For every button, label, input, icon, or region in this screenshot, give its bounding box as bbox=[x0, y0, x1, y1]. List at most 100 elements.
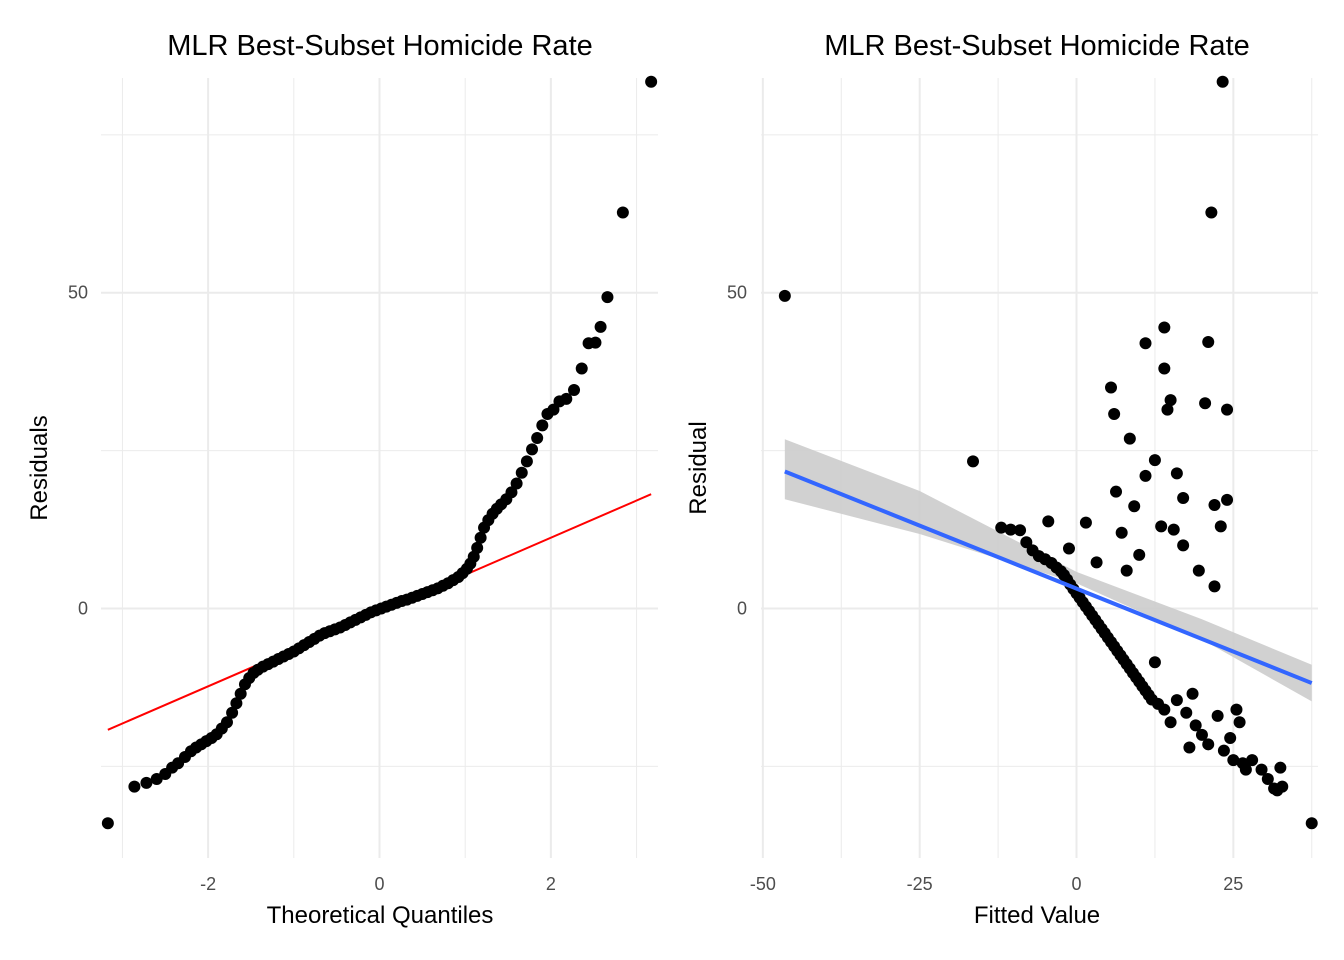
residual-plot-data-point bbox=[1217, 744, 1230, 757]
residual-plot-data-point bbox=[1177, 492, 1190, 504]
qq-plot-data-point bbox=[536, 419, 549, 432]
qq-plot-x-axis-label: Theoretical Quantiles bbox=[267, 902, 494, 929]
qq-plot-data-point bbox=[101, 817, 114, 830]
residual-plot-data-point bbox=[1186, 687, 1199, 700]
qq-plot-ticks: -2 0 2 0 50 bbox=[68, 283, 556, 894]
residual-plot-data-point bbox=[1208, 498, 1221, 511]
residual-plot-data-point bbox=[1202, 738, 1215, 751]
residual-plot-y-axis-label: Residual bbox=[685, 421, 712, 514]
residual-plot-data-point bbox=[778, 289, 791, 302]
residual-plot-band-layer bbox=[784, 439, 1312, 702]
residual-plot-data-point bbox=[1110, 485, 1123, 498]
residual-plot-data-point bbox=[1120, 564, 1133, 577]
residual-plot-data-point bbox=[1133, 548, 1146, 561]
qq-plot-panel: MLR Best-Subset Homicide Rate -2 0 2 0 50 Th… bbox=[26, 30, 658, 929]
residual-plot-confidence-band bbox=[784, 439, 1312, 702]
residual-plot-data-point bbox=[1221, 403, 1234, 416]
qq-plot-points bbox=[101, 75, 658, 830]
residual-plot-ticks: -50 -25 0 25 0 50 bbox=[727, 283, 1243, 894]
residual-plot-data-point bbox=[1211, 709, 1224, 722]
qq-plot-data-point bbox=[520, 455, 533, 468]
qq-plot-data-point bbox=[616, 206, 629, 219]
residual-plot-data-point bbox=[1180, 706, 1193, 719]
residual-plot-data-point bbox=[1042, 515, 1055, 528]
residual-plot-data-point bbox=[967, 455, 980, 468]
residual-plot-data-point bbox=[1170, 467, 1183, 480]
residual-plot-title: MLR Best-Subset Homicide Rate bbox=[824, 30, 1250, 62]
qq-plot-x-tick-label: 2 bbox=[546, 874, 556, 894]
qq-plot-y-tick-label: 50 bbox=[68, 283, 88, 303]
residual-plot-data-point bbox=[1139, 337, 1152, 350]
qq-plot-data-point bbox=[645, 75, 658, 88]
residual-plot-data-point bbox=[1183, 741, 1196, 754]
residual-plot-y-tick-label: 0 bbox=[737, 599, 747, 619]
residual-plot-data-point bbox=[1155, 520, 1168, 533]
residual-plot-data-point bbox=[1004, 523, 1017, 536]
residual-plot-data-point bbox=[1202, 336, 1215, 348]
residual-plot-data-point bbox=[1239, 763, 1252, 776]
residual-plot-data-point bbox=[1090, 556, 1103, 569]
residual-plot-x-tick-label: -25 bbox=[907, 874, 933, 894]
residual-plot-x-tick-label: 0 bbox=[1072, 874, 1082, 894]
qq-plot-data-point bbox=[510, 477, 523, 490]
qq-plot-data-point bbox=[594, 320, 607, 333]
residual-plot-data-point bbox=[1161, 403, 1174, 416]
qq-plot-data-point bbox=[589, 336, 602, 349]
residual-plot-y-tick-label: 50 bbox=[727, 283, 747, 303]
residual-plot-data-point bbox=[1189, 719, 1202, 732]
residual-plot-data-point bbox=[1276, 780, 1289, 793]
residual-plot-data-point bbox=[1158, 703, 1171, 716]
residual-plot-data-point bbox=[1123, 432, 1136, 445]
qq-plot-grid bbox=[101, 78, 658, 858]
residual-plot-data-point bbox=[1170, 694, 1183, 707]
qq-plot-title: MLR Best-Subset Homicide Rate bbox=[167, 30, 593, 62]
residual-plot-data-point bbox=[1305, 817, 1318, 830]
qq-plot-data-point bbox=[230, 697, 243, 710]
residual-plot-data-point bbox=[1216, 75, 1229, 88]
qq-plot-data-point bbox=[220, 716, 233, 729]
residual-plot-data-point bbox=[1167, 523, 1180, 536]
residual-plot-data-point bbox=[1214, 520, 1227, 533]
residual-plot-x-tick-label: 25 bbox=[1223, 874, 1243, 894]
qq-plot-data-point bbox=[547, 403, 560, 416]
residual-plot-data-point bbox=[1208, 580, 1221, 593]
residual-plot-data-point bbox=[1177, 539, 1190, 552]
residual-plot-fit-line bbox=[784, 469, 1313, 685]
residual-plot-data-point bbox=[1224, 732, 1237, 744]
residual-plot-points bbox=[778, 75, 1318, 830]
qq-plot-data-point bbox=[226, 706, 239, 719]
qq-plot-data-point bbox=[505, 486, 518, 499]
qq-plot-x-tick-label: 0 bbox=[374, 874, 384, 894]
qq-plot-data-point bbox=[140, 776, 153, 789]
qq-plot-data-point bbox=[568, 384, 581, 396]
qq-plot-data-point bbox=[515, 466, 528, 479]
residual-plot-data-point bbox=[1164, 394, 1177, 407]
residual-plot-data-point bbox=[1115, 526, 1128, 539]
residual-plot-data-point bbox=[1014, 524, 1027, 537]
residual-plot-data-point bbox=[1192, 564, 1205, 577]
residual-plot-x-axis-label: Fitted Value bbox=[974, 902, 1100, 929]
qq-plot-data-point bbox=[526, 443, 539, 456]
residual-plot-data-point bbox=[1139, 469, 1152, 482]
residual-plot-data-point bbox=[1158, 362, 1171, 375]
qq-plot-data-point bbox=[560, 392, 573, 405]
residual-plot-data-point bbox=[1020, 536, 1033, 549]
residual-plot-data-point bbox=[1128, 500, 1141, 513]
residual-plot-data-point bbox=[1227, 754, 1240, 767]
residual-plot-grid bbox=[761, 78, 1318, 858]
residual-plot-data-point bbox=[1233, 716, 1246, 729]
residual-plot-data-point bbox=[1079, 516, 1092, 529]
residual-plot-data-point bbox=[1274, 761, 1287, 774]
residual-plot-data-point bbox=[1148, 454, 1161, 467]
qq-plot-data-point bbox=[471, 541, 484, 554]
residual-plot-data-point bbox=[1261, 773, 1274, 786]
qq-plot-data-point bbox=[234, 687, 247, 700]
residual-plot-data-point bbox=[1105, 381, 1118, 394]
qq-plot-data-point bbox=[128, 780, 141, 793]
residual-plot-data-point bbox=[1230, 703, 1243, 716]
qq-plot-y-axis-label: Residuals bbox=[26, 415, 53, 520]
residual-plot-x-tick-label: -50 bbox=[750, 874, 776, 894]
residual-plot-data-point bbox=[1205, 206, 1218, 219]
qq-plot-y-tick-label: 0 bbox=[78, 599, 88, 619]
qq-plot-data-point bbox=[601, 291, 614, 304]
